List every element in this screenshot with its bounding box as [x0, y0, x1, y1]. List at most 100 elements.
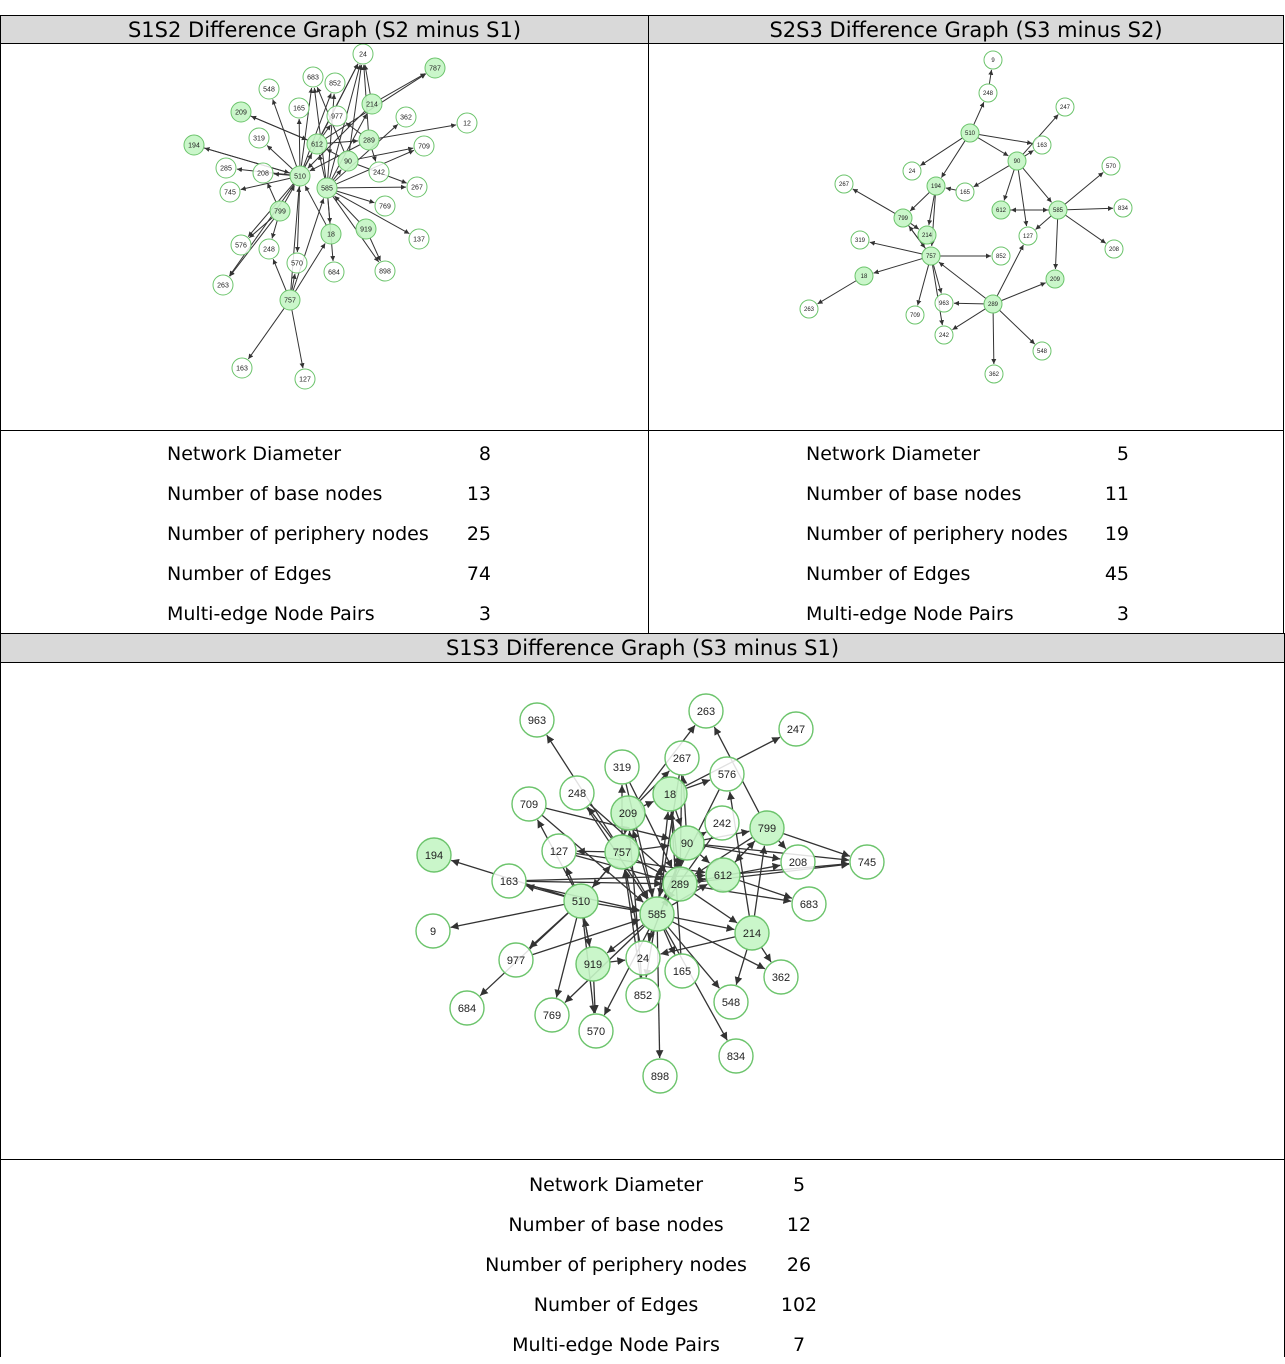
edge-510-90 — [978, 138, 1009, 156]
node-label: 570 — [587, 1026, 605, 1038]
edge-90-612 — [1004, 170, 1014, 201]
stat-value: 19 — [1079, 523, 1129, 545]
stat-row: Number of base nodes 11 — [649, 483, 1283, 513]
node-709: 709 — [906, 306, 924, 324]
edge-510-769 — [556, 917, 576, 997]
node-label: 570 — [291, 260, 303, 267]
node-label: 745 — [224, 189, 236, 196]
node-570: 570 — [287, 253, 307, 273]
edge-18-263 — [818, 281, 857, 304]
node-165: 165 — [665, 954, 699, 988]
node-label: 127 — [550, 846, 568, 858]
node-label: 319 — [855, 238, 866, 244]
stat-label: Network Diameter — [806, 443, 980, 465]
node-label: 9 — [430, 926, 436, 938]
node-label: 208 — [1109, 247, 1120, 253]
stat-value: 26 — [771, 1254, 827, 1276]
node-585: 585 — [317, 178, 337, 198]
node-label: 585 — [321, 185, 333, 192]
node-18: 18 — [855, 267, 873, 285]
stat-row: Number of periphery nodes 26 — [1, 1254, 1284, 1284]
node-label: 548 — [722, 997, 740, 1009]
node-194: 194 — [927, 177, 945, 195]
node-757: 757 — [280, 290, 300, 310]
edge-90-165 — [974, 166, 1010, 187]
node-898: 898 — [643, 1059, 677, 1093]
node-977: 977 — [499, 943, 533, 977]
node-247: 247 — [1056, 98, 1074, 116]
node-548: 548 — [259, 79, 279, 99]
stat-row: Multi-edge Node Pairs 3 — [649, 603, 1283, 633]
node-label: 919 — [360, 226, 372, 233]
node-18: 18 — [321, 224, 341, 244]
node-label: 163 — [500, 876, 518, 888]
node-163: 163 — [1033, 136, 1051, 154]
node-label: 570 — [1106, 164, 1117, 170]
node-570: 570 — [579, 1014, 613, 1048]
edge-919-585 — [335, 196, 360, 222]
edge-289-963 — [954, 303, 984, 304]
stat-row: Number of Edges 102 — [1, 1294, 1284, 1324]
node-510: 510 — [290, 166, 310, 186]
edge-799-208 — [267, 183, 275, 202]
node-248: 248 — [259, 239, 279, 259]
edge-757-319 — [870, 242, 922, 254]
stats-cell-s1s3: Network Diameter 5 Number of base nodes … — [0, 1159, 1285, 1357]
node-576: 576 — [231, 235, 251, 255]
node-9: 9 — [416, 914, 450, 948]
node-612: 612 — [307, 134, 327, 154]
node-242: 242 — [705, 806, 739, 840]
node-684: 684 — [324, 262, 344, 282]
stats-table-s1s2: Network Diameter 8 Number of base nodes … — [1, 431, 648, 631]
node-709: 709 — [512, 787, 546, 821]
node-267: 267 — [665, 741, 699, 775]
node-248: 248 — [560, 776, 594, 810]
node-label: 18 — [664, 789, 676, 801]
edge-799-576 — [249, 218, 272, 238]
edge-289-209 — [1001, 283, 1045, 301]
node-289: 289 — [359, 130, 379, 150]
edge-612-289 — [327, 141, 358, 143]
node-852: 852 — [992, 247, 1010, 265]
node-label: 683 — [800, 899, 818, 911]
node-label: 834 — [727, 1051, 745, 1063]
node-684: 684 — [450, 991, 484, 1025]
edge-585-208 — [1065, 215, 1105, 243]
node-209: 209 — [231, 102, 251, 122]
node-165: 165 — [956, 183, 974, 201]
node-683: 683 — [303, 67, 323, 87]
node-963: 963 — [935, 294, 953, 312]
stat-label: Number of Edges — [167, 563, 331, 585]
node-127: 127 — [542, 834, 576, 868]
node-label: 209 — [1050, 277, 1061, 283]
node-548: 548 — [1033, 342, 1051, 360]
stat-row: Multi-edge Node Pairs 7 — [1, 1334, 1284, 1364]
node-label: 684 — [458, 1003, 476, 1015]
node-label: 214 — [922, 233, 933, 239]
node-label: 852 — [634, 990, 652, 1002]
node-9: 9 — [984, 51, 1002, 69]
node-137: 137 — [409, 229, 429, 249]
node-label: 362 — [400, 114, 412, 121]
edge-757-709 — [918, 265, 929, 306]
edge-90-127 — [1018, 170, 1026, 226]
node-label: 285 — [220, 165, 232, 172]
node-label: 362 — [989, 372, 1000, 378]
node-289: 289 — [984, 295, 1002, 313]
stat-value: 11 — [1079, 483, 1129, 505]
edge-585-127 — [1036, 216, 1052, 230]
node-769: 769 — [375, 196, 395, 216]
edge-919-24 — [610, 960, 625, 962]
node-label: 898 — [379, 268, 391, 275]
node-label: 267 — [673, 753, 691, 765]
node-label: 127 — [1023, 234, 1034, 240]
node-214: 214 — [362, 94, 382, 114]
stat-value: 102 — [771, 1294, 827, 1316]
edge-510-24 — [920, 138, 962, 166]
node-label: 510 — [572, 896, 590, 908]
node-319: 319 — [249, 128, 269, 148]
node-label: 242 — [713, 818, 731, 830]
edge-209-18 — [643, 801, 653, 806]
node-label: 585 — [1053, 208, 1064, 214]
